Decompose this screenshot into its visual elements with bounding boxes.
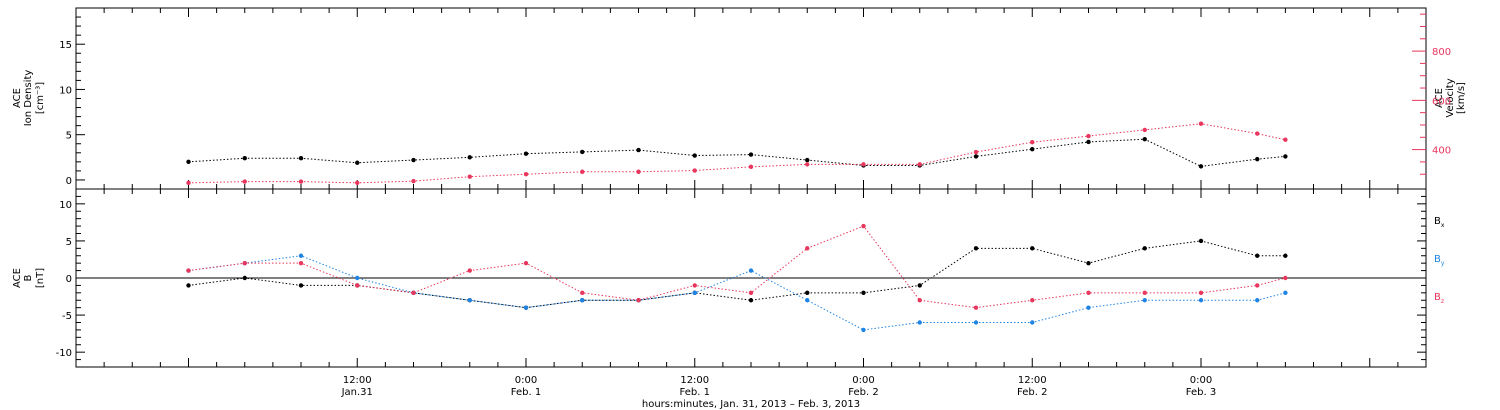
b-y-tick-label: -5 — [62, 311, 72, 322]
bottom-series-2-trace — [188, 225, 1286, 309]
b-axis-label-line2: B — [23, 274, 34, 281]
x-tick-time-label: 12:00 — [680, 375, 709, 386]
bottom-series-2-point — [411, 290, 416, 296]
x-tick-time-label: 12:00 — [343, 375, 372, 386]
legend-by-sub: y — [1441, 260, 1445, 267]
x-tick-time-label: 12:00 — [1018, 375, 1047, 386]
x-tick-date-label: Feb. 1 — [511, 387, 541, 398]
top-series-0-point — [1030, 146, 1035, 152]
velocity-y-tick-label: 400 — [1432, 146, 1451, 157]
bottom-series-1-trace — [188, 255, 1286, 331]
density-y-tick-label: 5 — [66, 131, 72, 142]
bottom-series-2-point — [1198, 290, 1204, 296]
bottom-series-1-point — [467, 298, 472, 303]
marks-layer — [186, 121, 1288, 333]
legend-bz-sub: z — [1441, 298, 1444, 305]
velocity-axis-label-line2: Velocity — [1445, 78, 1456, 117]
bottom-series-0-point — [1142, 246, 1147, 251]
density-axis-label-line2: Ion Density — [23, 70, 34, 127]
top-series-0-point — [973, 154, 979, 159]
legend-by: By — [1434, 254, 1445, 267]
top-series-1-point — [1255, 131, 1260, 136]
top-series-0-point — [523, 151, 529, 156]
top-series-0-point — [748, 152, 754, 157]
bottom-series-2-point — [580, 290, 585, 296]
bottom-series-0-point — [748, 298, 754, 303]
top-series-1-point — [523, 172, 529, 177]
top-series-1-trace — [188, 123, 1286, 184]
x-axis-title: hours:minutes, Jan. 31, 2013 – Feb. 3, 2… — [642, 399, 860, 410]
density-y-tick-label: 10 — [59, 85, 72, 96]
top-panel-frame — [75, 7, 1427, 190]
bottom-series-1-point — [580, 298, 585, 303]
velocity-y-tick-label: 600 — [1432, 96, 1451, 107]
top-series-1-point — [748, 164, 754, 170]
top-series-1-point — [1030, 140, 1035, 145]
bottom-series-2-point — [636, 298, 641, 303]
bottom-series-2-point — [1255, 283, 1260, 288]
top-series-0-point — [636, 147, 641, 153]
x-tick-date-label: Feb. 2 — [1017, 387, 1047, 398]
x-tick-time-label: 0:00 — [1190, 375, 1212, 386]
density-axis-label-line1: ACE — [12, 88, 23, 108]
legend-by-main: B — [1434, 254, 1441, 265]
x-tick-date-label: Feb. 3 — [1186, 387, 1216, 398]
bottom-series-1-point — [1283, 290, 1288, 296]
bottom-series-1-point — [861, 327, 866, 333]
velocity-y-tick-label: 800 — [1432, 47, 1451, 58]
top-series-1-point — [1283, 137, 1288, 142]
legend-bz: Bz — [1434, 292, 1444, 305]
top-series-1-point — [973, 149, 979, 155]
bottom-series-2-point — [805, 246, 810, 251]
b-y-tick-label: 5 — [66, 237, 72, 248]
top-series-1-point — [805, 162, 810, 167]
bottom-series-2-point — [748, 290, 754, 296]
density-y-tick-label: 15 — [59, 40, 72, 51]
x-tick-date-label: Feb. 2 — [848, 387, 878, 398]
top-series-0-point — [1198, 164, 1204, 169]
velocity-axis-label-line1: ACE — [1434, 88, 1445, 108]
bottom-series-1-point — [355, 275, 360, 281]
top-series-1-point — [580, 169, 585, 174]
legend-bz-main: B — [1434, 292, 1441, 303]
legend-bx-main: B — [1434, 216, 1441, 227]
bottom-series-0-point — [1283, 253, 1288, 258]
x-tick-time-label: 0:00 — [515, 375, 537, 386]
x-tick-date-label: Feb. 1 — [680, 387, 710, 398]
top-series-0-trace — [188, 138, 1286, 167]
bottom-series-1-point — [1086, 305, 1091, 310]
b-axis-label-line3: [nT] — [35, 268, 46, 288]
bottom-series-0-trace — [188, 240, 1286, 309]
bottom-series-1-point — [748, 268, 754, 273]
bottom-series-2-point — [1142, 290, 1147, 296]
bottom-series-0-point — [1030, 246, 1035, 251]
top-series-1-point — [692, 168, 697, 173]
bottom-series-1-point — [805, 298, 810, 303]
bottom-series-2-point — [355, 283, 360, 288]
x-tick-date-label: Jan.31 — [341, 387, 373, 398]
b-y-tick-label: 0 — [66, 274, 72, 285]
top-series-0-point — [580, 149, 585, 155]
density-axis-label-line3: [cm⁻³] — [35, 82, 46, 114]
top-series-0-point — [692, 153, 697, 158]
density-y-tick-label: 0 — [66, 176, 72, 187]
bottom-series-1-point — [523, 305, 529, 310]
top-series-1-point — [636, 169, 641, 174]
b-axis-label-line1: ACE — [12, 268, 23, 288]
b-y-tick-label: -10 — [56, 348, 72, 359]
velocity-axis-label-line3: [km/s] — [1456, 82, 1467, 114]
x-tick-time-label: 0:00 — [852, 375, 874, 386]
top-series-0-point — [467, 155, 472, 160]
bottom-series-2-point — [1086, 290, 1091, 296]
bottom-series-0-point — [1255, 253, 1260, 258]
legend-bx-sub: x — [1441, 222, 1445, 229]
legend-bx: Bx — [1434, 216, 1445, 229]
b-y-tick-label: 10 — [59, 200, 72, 211]
